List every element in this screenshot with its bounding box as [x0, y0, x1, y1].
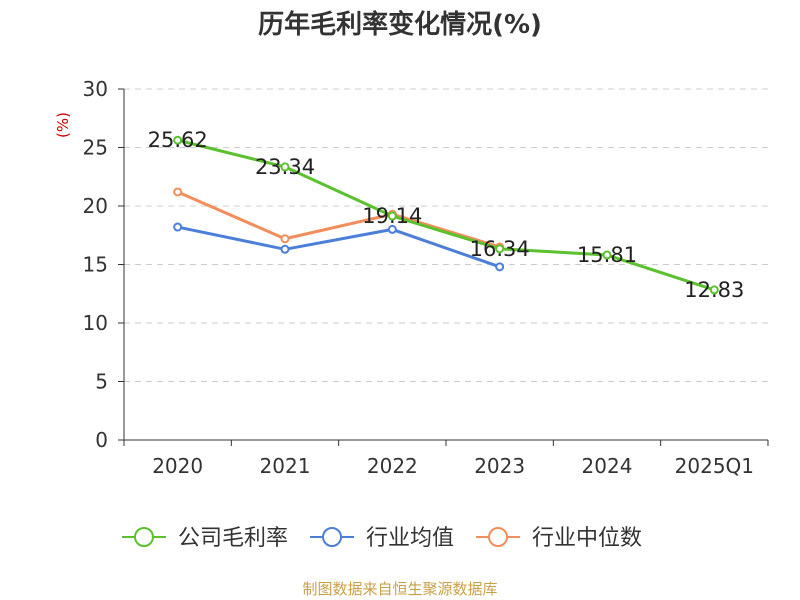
legend-marker	[322, 527, 343, 547]
y-tick-label: 20	[83, 194, 108, 218]
data-label: 16.34	[470, 237, 530, 261]
data-point	[173, 135, 183, 145]
legend-label: 行业中位数	[532, 526, 642, 551]
data-point	[173, 222, 183, 232]
data-point	[602, 250, 612, 260]
chart-title: 历年毛利率变化情况(%)	[258, 10, 542, 40]
axes	[118, 88, 769, 446]
data-point	[387, 224, 397, 234]
data-label: 23.34	[255, 155, 315, 179]
y-axis-label: (%)	[54, 112, 72, 138]
series-group	[173, 135, 719, 295]
legend-label: 行业均值	[366, 526, 454, 551]
legend: 公司毛利率 行业均值 行业中位数	[122, 526, 642, 551]
y-tick-label: 10	[83, 311, 108, 335]
x-tick-label: 2021	[260, 454, 311, 478]
data-point	[495, 244, 505, 254]
x-tick-labels: 2020 2021 2022 2023 2024 2025Q1	[152, 454, 754, 478]
y-tick-label: 30	[83, 77, 108, 101]
series-line	[177, 225, 501, 269]
data-point	[280, 234, 290, 244]
legend-marker	[134, 527, 154, 547]
data-point	[387, 211, 397, 221]
y-tick-labels: 0 5 10 15 20 25 30	[83, 77, 108, 452]
data-label: 15.81	[577, 243, 637, 267]
legend-item: 行业均值	[310, 526, 454, 551]
x-tick-label: 2023	[474, 454, 525, 478]
source-note: 制图数据来自恒生聚源数据库	[302, 580, 498, 598]
x-tick-label: 2020	[152, 454, 203, 478]
y-tick-label: 15	[83, 253, 108, 277]
grid-lines	[124, 88, 768, 382]
series-line	[177, 138, 715, 292]
y-tick-label: 0	[95, 428, 108, 452]
data-point	[709, 285, 719, 295]
legend-item: 公司毛利率	[122, 526, 288, 551]
y-tick-label: 25	[83, 136, 108, 160]
y-tick-label: 5	[95, 370, 108, 394]
legend-item: 行业中位数	[476, 526, 642, 551]
x-tick-label: 2025Q1	[675, 454, 754, 478]
x-tick-label: 2024	[582, 454, 633, 478]
x-tick-label: 2022	[367, 454, 418, 478]
data-label: 25.62	[148, 128, 208, 152]
data-point	[280, 162, 290, 172]
data-point	[173, 187, 183, 197]
series-line	[177, 190, 501, 249]
legend-marker	[488, 527, 509, 547]
data-label: 12.83	[684, 278, 744, 302]
data-label: 19.14	[362, 204, 422, 228]
data-point	[495, 262, 505, 272]
data-point	[280, 244, 290, 254]
legend-label: 公司毛利率	[178, 526, 288, 551]
data-labels: 25.62 23.34 19.14 16.34 15.81 12.83	[148, 128, 745, 302]
